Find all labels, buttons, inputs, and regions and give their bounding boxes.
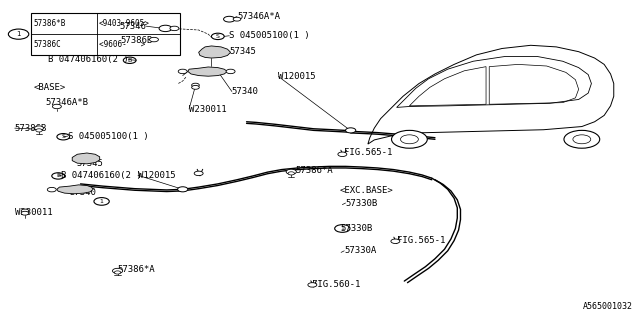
Text: 1: 1 [17, 31, 21, 37]
Text: B 047406160(2 ): B 047406160(2 ) [61, 171, 142, 180]
Text: 57346A*A: 57346A*A [237, 12, 280, 21]
Circle shape [308, 283, 317, 287]
Text: 57346A*B: 57346A*B [45, 98, 88, 107]
Circle shape [21, 211, 29, 215]
Circle shape [159, 25, 172, 32]
Text: S: S [61, 134, 65, 139]
Text: W120015: W120015 [278, 72, 316, 81]
Text: W230011: W230011 [189, 105, 227, 114]
Polygon shape [72, 153, 100, 164]
Text: <9403-9605>: <9403-9605> [99, 19, 150, 28]
Text: B: B [127, 58, 132, 63]
Circle shape [194, 171, 203, 176]
Text: A565001032: A565001032 [583, 302, 633, 311]
Circle shape [150, 37, 159, 42]
Text: 57340: 57340 [232, 87, 259, 96]
Text: <BASE>: <BASE> [34, 83, 66, 92]
Circle shape [346, 128, 356, 133]
Text: 57386B: 57386B [120, 36, 153, 45]
Bar [31, 13, 179, 55]
Text: <9606-   >: <9606- > [99, 40, 145, 49]
Circle shape [21, 209, 29, 213]
Text: 57386*A: 57386*A [296, 166, 333, 175]
Text: 57330B: 57330B [340, 224, 372, 233]
Polygon shape [397, 56, 591, 108]
Circle shape [391, 239, 400, 244]
Polygon shape [188, 67, 227, 76]
Text: W120015: W120015 [138, 171, 175, 180]
Circle shape [286, 169, 296, 174]
Circle shape [233, 17, 241, 21]
Polygon shape [368, 45, 614, 144]
Polygon shape [57, 185, 93, 194]
Text: 57340: 57340 [70, 188, 97, 197]
Circle shape [191, 83, 199, 87]
Text: S 045005100(1 ): S 045005100(1 ) [68, 132, 148, 140]
Circle shape [115, 271, 121, 274]
Text: 57345: 57345 [229, 47, 256, 56]
Circle shape [288, 172, 294, 175]
Polygon shape [198, 46, 230, 58]
Text: FIG.565-1: FIG.565-1 [397, 236, 445, 245]
Text: 57386*B: 57386*B [34, 19, 67, 28]
Text: 1: 1 [100, 199, 104, 204]
Circle shape [170, 26, 179, 31]
Text: 57346: 57346 [120, 22, 147, 31]
Circle shape [35, 126, 44, 130]
Text: 57386*A: 57386*A [117, 265, 154, 275]
Text: <EXC.BASE>: <EXC.BASE> [339, 186, 393, 195]
Circle shape [392, 130, 428, 148]
Text: B 047406160(2 ): B 047406160(2 ) [48, 55, 129, 64]
Circle shape [338, 152, 347, 156]
Text: 1: 1 [340, 226, 344, 231]
Circle shape [191, 85, 199, 89]
Circle shape [223, 16, 235, 22]
Circle shape [52, 104, 61, 109]
Circle shape [36, 129, 42, 132]
Circle shape [113, 268, 123, 273]
Text: FIG.560-1: FIG.560-1 [312, 280, 361, 289]
Text: S 045005100(1 ): S 045005100(1 ) [229, 31, 310, 40]
Text: 57386B: 57386B [15, 124, 47, 132]
Circle shape [564, 130, 600, 148]
Text: 57345: 57345 [76, 159, 103, 168]
Text: 57330A: 57330A [344, 246, 376, 255]
Circle shape [177, 187, 188, 192]
Text: B: B [56, 173, 60, 179]
Circle shape [178, 69, 187, 74]
Text: S: S [216, 34, 220, 39]
Text: 57386C: 57386C [34, 40, 61, 49]
Text: 57330B: 57330B [346, 198, 378, 207]
Circle shape [47, 188, 56, 192]
Text: FIG.565-1: FIG.565-1 [344, 148, 393, 156]
Text: W230011: W230011 [15, 208, 52, 217]
Circle shape [226, 69, 235, 74]
